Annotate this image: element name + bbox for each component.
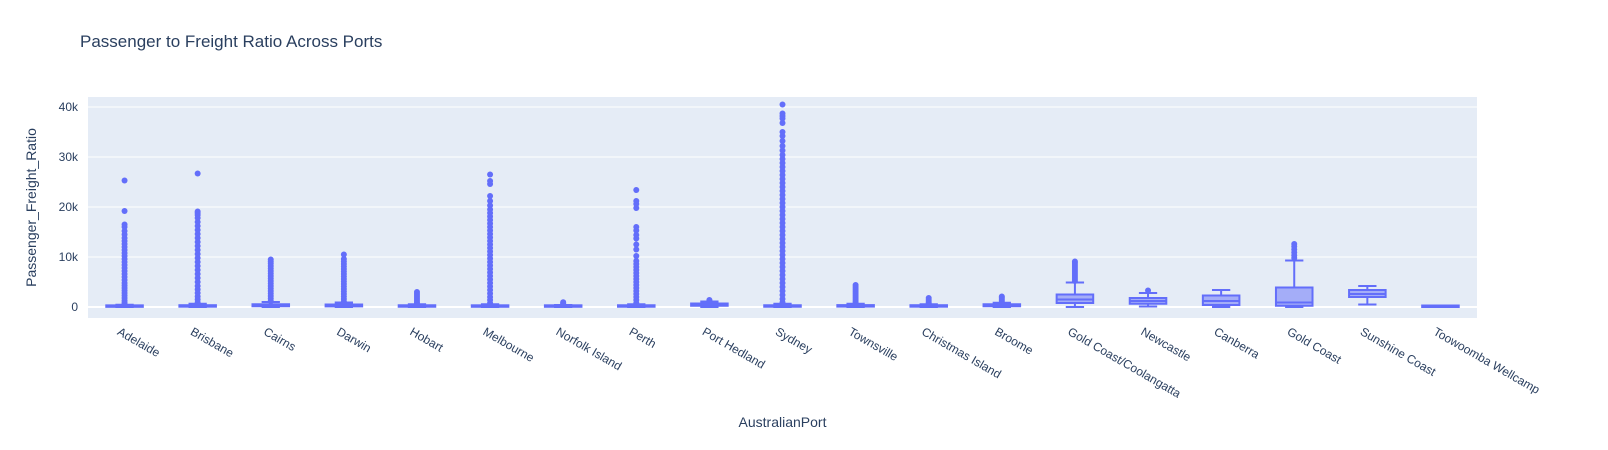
box-series-18[interactable] — [1421, 304, 1460, 308]
x-tick-label: Gold Coast — [1285, 324, 1345, 366]
x-tick-label: Brisbane — [188, 324, 236, 360]
x-tick-label: Cairns — [261, 324, 298, 353]
outlier-point[interactable] — [487, 202, 494, 209]
x-tick-label: Adelaide — [115, 324, 163, 360]
outlier-point[interactable] — [194, 170, 201, 177]
x-tick-label: Port Hedland — [700, 324, 768, 371]
outlier-point[interactable] — [487, 198, 494, 204]
outlier-point[interactable] — [121, 221, 128, 228]
outlier-point[interactable] — [633, 224, 640, 230]
box-series-3[interactable] — [324, 251, 364, 308]
box-series-8[interactable] — [690, 297, 729, 308]
outlier-point[interactable] — [779, 147, 786, 154]
chart-title: Passenger to Freight Ratio Across Ports — [80, 32, 383, 51]
x-tick-label: Sydney — [773, 324, 815, 356]
outlier-point[interactable] — [779, 129, 786, 135]
box-series-17[interactable] — [1348, 285, 1387, 306]
box-series-13[interactable] — [1055, 258, 1095, 308]
y-tick-label: 20k — [59, 200, 79, 214]
outlier-point[interactable] — [340, 251, 347, 258]
outlier-point[interactable] — [340, 256, 347, 262]
outlier-point[interactable] — [633, 258, 640, 264]
x-tick-label: Sunshine Coast — [1358, 324, 1439, 379]
outlier-point[interactable] — [779, 138, 786, 144]
box-series-0[interactable] — [105, 177, 144, 308]
outlier-point[interactable] — [633, 241, 640, 248]
outlier-point[interactable] — [633, 198, 640, 204]
y-axis-title: Passenger_Freight_Ratio — [23, 128, 39, 287]
outlier-point[interactable] — [925, 295, 932, 301]
x-tick-label: Christmas Island — [919, 324, 1003, 381]
x-tick-label: Hobart — [407, 324, 446, 354]
box-series-14[interactable] — [1128, 287, 1168, 308]
outlier-point[interactable] — [998, 293, 1005, 300]
y-tick-label: 30k — [59, 150, 79, 164]
outlier-point[interactable] — [779, 143, 786, 149]
box-series-11[interactable] — [909, 295, 948, 308]
outlier-point[interactable] — [1071, 258, 1078, 265]
box-series-6[interactable] — [543, 299, 583, 308]
outlier-point[interactable] — [1145, 287, 1152, 294]
outlier-point[interactable] — [633, 253, 640, 259]
y-tick-label: 10k — [59, 250, 79, 264]
x-tick-label: Norfolk Island — [554, 324, 625, 373]
outlier-point[interactable] — [779, 152, 786, 158]
box-series-16[interactable] — [1274, 241, 1314, 308]
outlier-point[interactable] — [487, 193, 494, 199]
box-series-9[interactable] — [763, 101, 802, 308]
x-tick-label: Melbourne — [481, 324, 537, 365]
outlier-point[interactable] — [779, 110, 786, 117]
box-series-7[interactable] — [617, 187, 656, 308]
x-tick-label: Broome — [992, 324, 1036, 357]
outlier-point[interactable] — [779, 120, 786, 126]
y-tick-label: 40k — [59, 100, 79, 114]
outlier-point[interactable] — [1291, 241, 1298, 247]
outlier-point[interactable] — [706, 297, 713, 303]
x-tick-label: Toowoomba Wellcamp — [1431, 324, 1543, 397]
outlier-point[interactable] — [194, 208, 201, 215]
outlier-point[interactable] — [633, 232, 640, 238]
outlier-point[interactable] — [413, 289, 420, 295]
outlier-point[interactable] — [487, 171, 494, 178]
box-series-10[interactable] — [836, 282, 875, 308]
x-tick-label: Townsville — [846, 324, 901, 364]
box-series-15[interactable] — [1201, 289, 1241, 308]
box-series-5[interactable] — [470, 171, 510, 308]
x-tick-label: Canberra — [1212, 324, 1263, 361]
box-body — [1274, 286, 1314, 307]
outlier-point[interactable] — [633, 246, 640, 253]
box-series-1[interactable] — [178, 170, 217, 308]
outlier-point[interactable] — [560, 299, 567, 306]
outlier-point[interactable] — [121, 177, 128, 184]
y-tick-label: 0 — [71, 300, 78, 314]
box-series-2[interactable] — [251, 256, 291, 308]
x-tick-label: Newcastle — [1139, 324, 1194, 364]
outlier-point[interactable] — [633, 187, 640, 193]
x-tick-label: Perth — [627, 324, 659, 350]
outlier-point[interactable] — [267, 256, 274, 263]
x-axis-title: AustralianPort — [739, 414, 827, 430]
outlier-point[interactable] — [121, 208, 128, 214]
box-series-4[interactable] — [397, 289, 437, 308]
outlier-point[interactable] — [852, 282, 859, 288]
x-tick-label: Darwin — [334, 324, 373, 355]
outlier-point[interactable] — [779, 101, 786, 108]
box-series-12[interactable] — [982, 293, 1022, 308]
outlier-point[interactable] — [487, 178, 494, 184]
